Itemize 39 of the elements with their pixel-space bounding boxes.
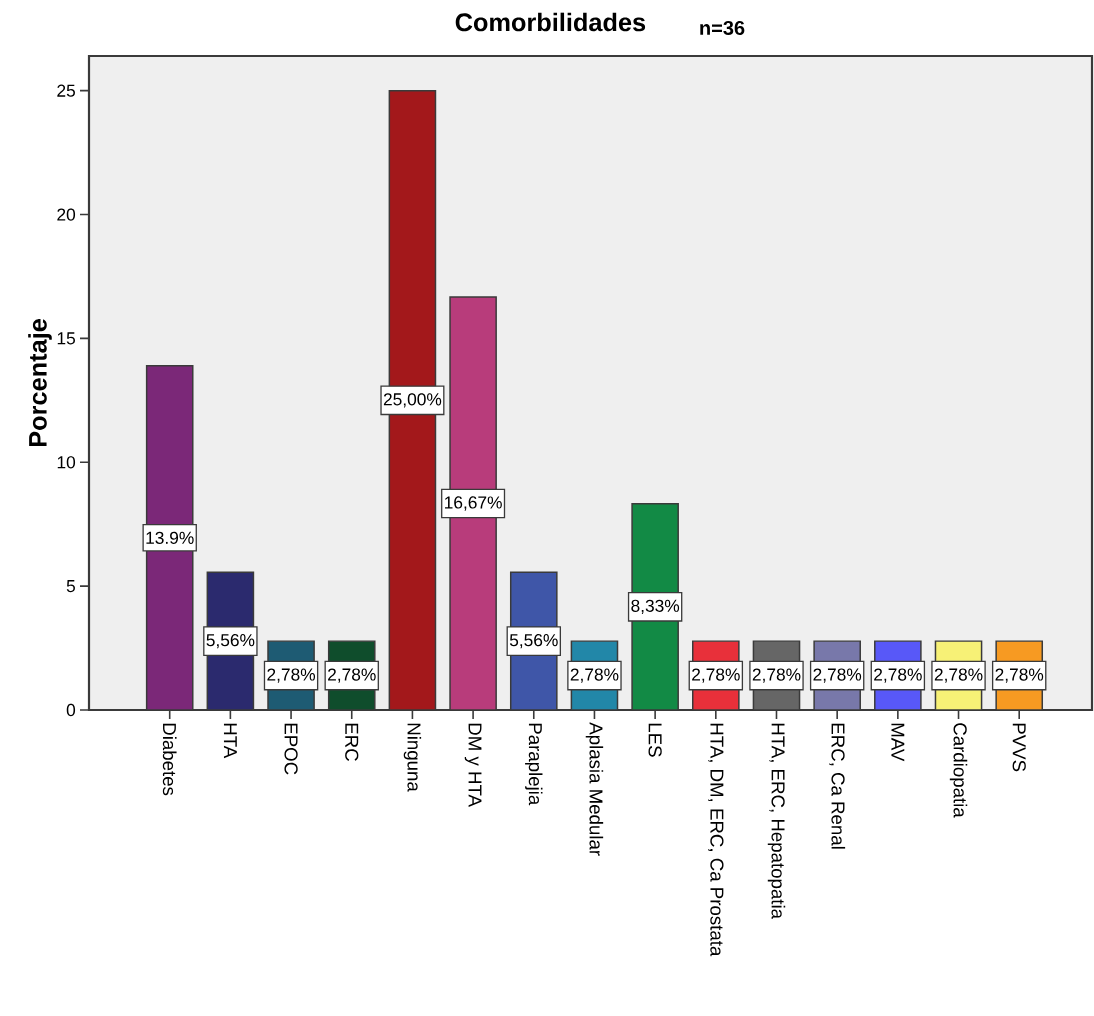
y-tick-label: 0 bbox=[66, 703, 76, 717]
chart-subtitle: n=36 bbox=[700, 20, 745, 36]
data-label: 16,67% bbox=[445, 496, 502, 511]
x-tick-label: HTA, DM, ERC, Ca Prostata bbox=[708, 723, 724, 957]
data-label: 5,56% bbox=[206, 633, 255, 649]
x-tick-label: Ninguna bbox=[403, 723, 422, 792]
x-tick-label: DM y HTA bbox=[464, 723, 482, 807]
data-label: 2,78% bbox=[752, 668, 801, 683]
data-label: 2,78% bbox=[570, 668, 619, 683]
y-tick-label: 15 bbox=[57, 332, 75, 345]
data-label: 2,78% bbox=[874, 668, 922, 683]
x-tick-label: MAV bbox=[891, 723, 905, 762]
data-label: 2,78% bbox=[813, 668, 862, 683]
data-label: 2,78% bbox=[995, 668, 1044, 683]
y-axis-title: Porcentaje bbox=[28, 319, 52, 447]
data-label: 5,56% bbox=[509, 633, 558, 649]
data-label: 2,78% bbox=[328, 668, 376, 683]
x-tick-label: HTA, ERC, Hepatopatia bbox=[767, 723, 786, 920]
data-label: 2,78% bbox=[934, 668, 983, 683]
x-tick-label: ERC, Ca Renal bbox=[829, 723, 846, 849]
x-tick-label: PVVS bbox=[1012, 723, 1026, 772]
x-tick-label: Cardiopatia bbox=[949, 723, 968, 818]
y-tick-label: 20 bbox=[57, 208, 76, 221]
x-tick-label: EPOC bbox=[284, 723, 298, 775]
data-label: 13.9% bbox=[146, 531, 194, 544]
y-tick-label: 25 bbox=[57, 84, 75, 97]
x-tick-label: ERC bbox=[345, 723, 359, 761]
data-label: 25,00% bbox=[383, 393, 442, 408]
x-tick-label: Paraplejia bbox=[525, 723, 543, 806]
x-tick-label: LES bbox=[648, 723, 662, 757]
chart-title: Comorbilidades bbox=[455, 12, 646, 32]
data-label: 2,78% bbox=[267, 668, 316, 683]
x-tick-label: Aplasia Medular bbox=[585, 722, 604, 856]
x-tick-label: HTA bbox=[223, 723, 237, 759]
y-tick-label: 10 bbox=[57, 456, 76, 469]
y-tick-label: 5 bbox=[66, 580, 75, 593]
data-label: 2,78% bbox=[692, 668, 740, 683]
data-label: 8,33% bbox=[631, 599, 680, 614]
x-tick-label: Diabetes bbox=[162, 723, 177, 796]
